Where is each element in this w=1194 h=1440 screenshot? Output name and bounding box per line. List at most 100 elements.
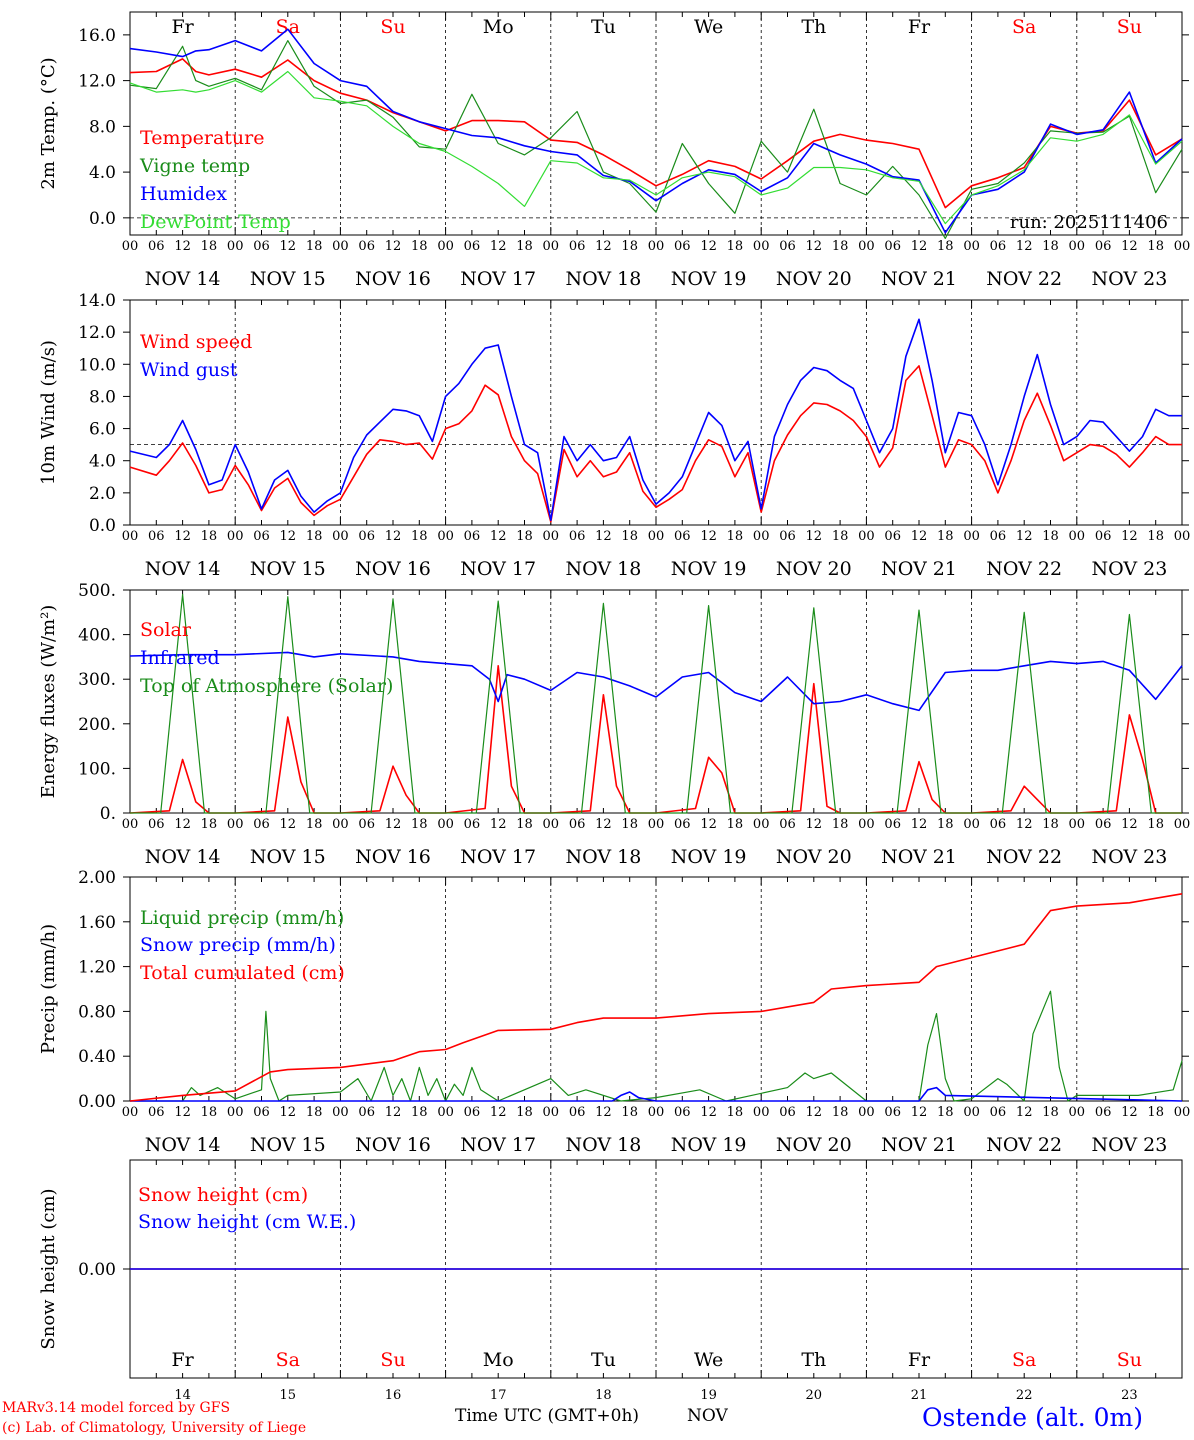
hour-tick-label: 00 <box>648 529 665 544</box>
hour-tick-label: 12 <box>1016 1105 1033 1120</box>
series-line <box>129 365 1182 523</box>
hour-tick-label: 12 <box>911 817 928 832</box>
day-number-label: 16 <box>385 1388 402 1403</box>
legend-entry: Liquid precip (mm/h) <box>140 907 344 929</box>
hour-tick-label: 00 <box>332 1105 349 1120</box>
hour-tick-label: 12 <box>280 1105 297 1120</box>
hour-tick-label: 12 <box>1121 817 1138 832</box>
hour-tick-label: 00 <box>332 817 349 832</box>
hour-tick-label: 06 <box>569 239 586 254</box>
date-label: NOV 20 <box>776 1134 852 1156</box>
series-line <box>129 318 1182 522</box>
day-name-label: Sa <box>1012 1349 1036 1371</box>
hour-tick-label: 00 <box>1174 817 1191 832</box>
hour-tick-label: 06 <box>253 1105 270 1120</box>
hour-tick-label: 00 <box>1174 529 1191 544</box>
hour-tick-label: 18 <box>621 239 638 254</box>
date-label: NOV 17 <box>460 1134 536 1156</box>
hour-tick-label: 12 <box>385 239 402 254</box>
hour-tick-label: 18 <box>1042 529 1059 544</box>
y-axis-label: 2m Temp. (°C) <box>38 57 59 189</box>
date-label: NOV 19 <box>671 846 747 868</box>
legend-entry: Humidex <box>140 183 227 205</box>
y-tick-label: 0.40 <box>78 1047 116 1067</box>
hour-tick-label: 18 <box>1147 529 1164 544</box>
date-label: NOV 15 <box>250 1134 326 1156</box>
hour-tick-label: 00 <box>1069 529 1086 544</box>
day-number-label: 21 <box>911 1388 928 1403</box>
hour-tick-label: 12 <box>1121 1105 1138 1120</box>
date-label: NOV 23 <box>1091 558 1167 580</box>
hour-tick-label: 12 <box>385 529 402 544</box>
y-tick-label: 16.0 <box>78 26 116 46</box>
plot-frame <box>129 299 1183 526</box>
hour-tick-label: 00 <box>963 529 980 544</box>
date-label: NOV 18 <box>565 558 641 580</box>
hour-tick-label: 18 <box>306 1105 323 1120</box>
hour-tick-label: 06 <box>1095 529 1112 544</box>
hour-tick-label: 18 <box>1147 239 1164 254</box>
hour-tick-label: 12 <box>1121 239 1138 254</box>
day-number-label: 17 <box>490 1388 507 1403</box>
hour-tick-label: 00 <box>858 1105 875 1120</box>
hour-tick-label: 12 <box>911 1105 928 1120</box>
hour-tick-label: 06 <box>990 529 1007 544</box>
hour-tick-label: 00 <box>437 817 454 832</box>
hour-tick-label: 12 <box>911 239 928 254</box>
hour-tick-label: 06 <box>884 239 901 254</box>
hour-tick-label: 18 <box>411 529 428 544</box>
date-label: NOV 23 <box>1091 1134 1167 1156</box>
hour-tick-label: 12 <box>595 817 612 832</box>
hour-tick-label: 06 <box>358 239 375 254</box>
hour-tick-label: 00 <box>648 1105 665 1120</box>
day-name-label: Th <box>801 1349 826 1371</box>
legend-entry: DewPoint Temp <box>140 211 291 233</box>
hour-tick-label: 12 <box>595 529 612 544</box>
legend-entry: Vigne temp <box>139 155 250 177</box>
hour-tick-label: 00 <box>543 1105 560 1120</box>
hour-tick-label: 00 <box>963 239 980 254</box>
hour-tick-label: 00 <box>122 239 139 254</box>
hour-tick-label: 00 <box>1174 1105 1191 1120</box>
hour-tick-label: 06 <box>569 817 586 832</box>
y-tick-label: 14.0 <box>78 291 116 311</box>
date-label: NOV 21 <box>881 1134 957 1156</box>
hour-tick-label: 12 <box>385 1105 402 1120</box>
date-label: NOV 18 <box>565 268 641 290</box>
hour-tick-label: 06 <box>884 817 901 832</box>
series-line <box>130 593 1182 814</box>
hour-tick-label: 06 <box>779 529 796 544</box>
hour-tick-label: 12 <box>280 529 297 544</box>
date-label: NOV 16 <box>355 558 431 580</box>
y-tick-label: 12.0 <box>78 72 116 92</box>
hour-tick-label: 12 <box>174 817 191 832</box>
day-name-label: Sa <box>276 16 300 38</box>
hour-tick-label: 00 <box>437 1105 454 1120</box>
date-label: NOV 23 <box>1091 846 1167 868</box>
date-label: NOV 17 <box>460 558 536 580</box>
hour-tick-label: 18 <box>201 239 218 254</box>
station-label: Ostende (alt. 0m) <box>922 1403 1143 1432</box>
hour-tick-label: 18 <box>937 1105 954 1120</box>
y-tick-label: 0.0 <box>89 209 116 229</box>
hour-tick-label: 00 <box>753 817 770 832</box>
plot-frame <box>129 589 1183 814</box>
series-line <box>129 28 1183 234</box>
series-line <box>130 1086 1183 1102</box>
hour-tick-label: 12 <box>385 817 402 832</box>
day-number-label: 22 <box>1016 1388 1033 1403</box>
hour-tick-label: 00 <box>753 239 770 254</box>
legend-entry: Snow height (cm W.E.) <box>138 1211 356 1233</box>
day-number-label: 20 <box>806 1388 823 1403</box>
hour-tick-label: 12 <box>806 817 823 832</box>
hour-tick-label: 18 <box>727 239 744 254</box>
x-axis-month: NOV <box>687 1406 728 1426</box>
hour-tick-label: 18 <box>306 817 323 832</box>
hour-tick-label: 12 <box>174 1105 191 1120</box>
hour-tick-label: 06 <box>358 529 375 544</box>
hour-tick-label: 18 <box>516 529 533 544</box>
series-line <box>129 39 1183 239</box>
legend-entry: Wind speed <box>140 331 252 353</box>
hour-tick-label: 18 <box>306 529 323 544</box>
